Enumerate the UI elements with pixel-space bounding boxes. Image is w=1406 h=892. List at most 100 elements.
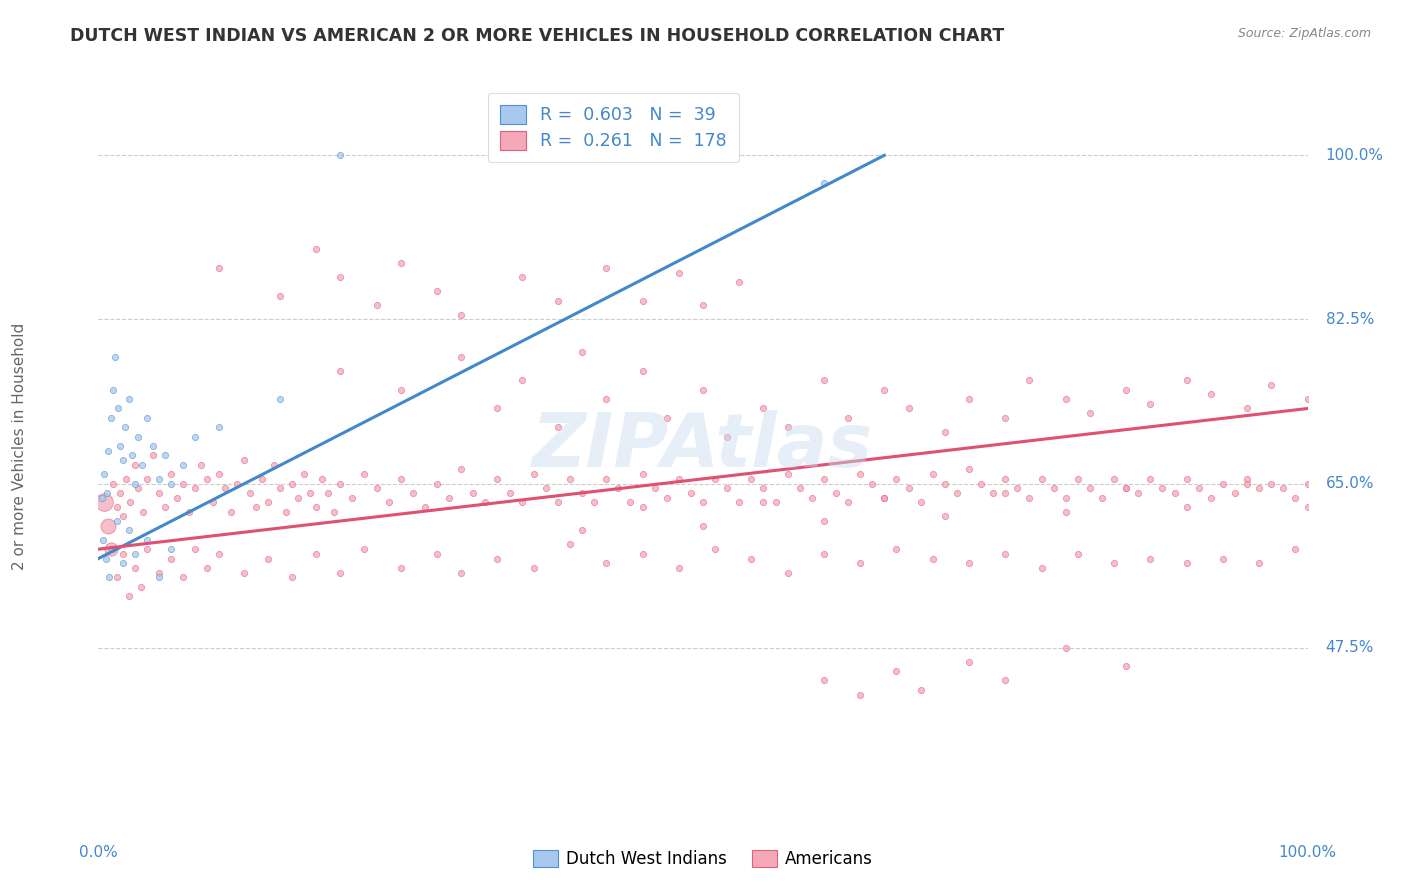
Text: 47.5%: 47.5% bbox=[1326, 640, 1374, 655]
Point bbox=[704, 542, 727, 557]
Point bbox=[716, 429, 738, 443]
Point bbox=[595, 392, 617, 406]
Point bbox=[108, 439, 131, 453]
Point bbox=[1272, 481, 1295, 495]
Point bbox=[1042, 481, 1064, 495]
Point bbox=[1212, 476, 1234, 491]
Point bbox=[1188, 481, 1211, 495]
Point bbox=[93, 495, 115, 509]
Point bbox=[1249, 481, 1271, 495]
Point bbox=[1102, 556, 1125, 570]
Point bbox=[860, 476, 883, 491]
Point bbox=[245, 500, 267, 514]
Point bbox=[1115, 383, 1137, 397]
Point bbox=[1115, 659, 1137, 673]
Point bbox=[1139, 397, 1161, 411]
Point bbox=[166, 491, 188, 505]
Point bbox=[910, 682, 932, 697]
Point bbox=[886, 542, 908, 557]
Point bbox=[135, 410, 157, 425]
Point bbox=[269, 481, 291, 495]
Point bbox=[1175, 373, 1198, 387]
Point bbox=[269, 392, 291, 406]
Point bbox=[1199, 387, 1222, 401]
Point bbox=[957, 655, 980, 669]
Point bbox=[1067, 472, 1090, 486]
Point bbox=[547, 420, 569, 434]
Point bbox=[800, 491, 823, 505]
Point bbox=[118, 495, 141, 509]
Point bbox=[426, 285, 449, 299]
Point bbox=[728, 275, 751, 289]
Point bbox=[281, 476, 304, 491]
Point bbox=[1249, 556, 1271, 570]
Point bbox=[1054, 491, 1077, 505]
Legend: R =  0.603   N =  39, R =  0.261   N =  178: R = 0.603 N = 39, R = 0.261 N = 178 bbox=[488, 93, 738, 162]
Point bbox=[631, 500, 654, 514]
Point bbox=[1284, 491, 1306, 505]
Point bbox=[353, 467, 375, 482]
Point bbox=[389, 383, 412, 397]
Point bbox=[426, 476, 449, 491]
Point bbox=[1296, 476, 1319, 491]
Point bbox=[118, 589, 141, 603]
Point bbox=[208, 547, 231, 561]
Point bbox=[256, 551, 278, 566]
Point bbox=[934, 476, 956, 491]
Point bbox=[239, 486, 262, 500]
Point bbox=[1139, 472, 1161, 486]
Point bbox=[389, 256, 412, 270]
Point bbox=[1152, 481, 1174, 495]
Point bbox=[897, 401, 920, 416]
Point bbox=[1128, 486, 1150, 500]
Point bbox=[124, 476, 146, 491]
Point bbox=[655, 410, 678, 425]
Point bbox=[1054, 640, 1077, 655]
Point bbox=[450, 566, 472, 580]
Point bbox=[571, 345, 593, 359]
Point bbox=[118, 392, 141, 406]
Point bbox=[323, 505, 346, 519]
Point bbox=[498, 486, 520, 500]
Point bbox=[934, 425, 956, 439]
Point bbox=[510, 270, 533, 285]
Point bbox=[668, 472, 690, 486]
Point bbox=[692, 495, 714, 509]
Point bbox=[776, 566, 799, 580]
Point bbox=[1236, 401, 1258, 416]
Point bbox=[946, 486, 969, 500]
Point bbox=[450, 308, 472, 322]
Point bbox=[97, 518, 120, 533]
Point bbox=[208, 260, 231, 275]
Point bbox=[547, 495, 569, 509]
Point bbox=[232, 453, 254, 467]
Point bbox=[413, 500, 436, 514]
Point bbox=[226, 476, 249, 491]
Point bbox=[100, 542, 122, 557]
Point bbox=[153, 449, 176, 463]
Point bbox=[1175, 472, 1198, 486]
Point bbox=[534, 481, 557, 495]
Point bbox=[148, 570, 170, 584]
Point bbox=[692, 518, 714, 533]
Point bbox=[631, 293, 654, 308]
Point bbox=[127, 429, 149, 443]
Point bbox=[474, 495, 496, 509]
Point bbox=[172, 570, 194, 584]
Point bbox=[329, 270, 352, 285]
Point bbox=[91, 533, 114, 547]
Point bbox=[1018, 491, 1040, 505]
Point bbox=[849, 467, 872, 482]
Point bbox=[142, 449, 165, 463]
Point bbox=[1223, 486, 1246, 500]
Text: DUTCH WEST INDIAN VS AMERICAN 2 OR MORE VEHICLES IN HOUSEHOLD CORRELATION CHART: DUTCH WEST INDIAN VS AMERICAN 2 OR MORE … bbox=[70, 27, 1004, 45]
Point bbox=[1296, 392, 1319, 406]
Point bbox=[148, 486, 170, 500]
Point bbox=[752, 401, 775, 416]
Point bbox=[873, 491, 896, 505]
Point bbox=[221, 505, 243, 519]
Point bbox=[124, 458, 146, 472]
Point bbox=[981, 486, 1004, 500]
Point bbox=[208, 420, 231, 434]
Point bbox=[124, 547, 146, 561]
